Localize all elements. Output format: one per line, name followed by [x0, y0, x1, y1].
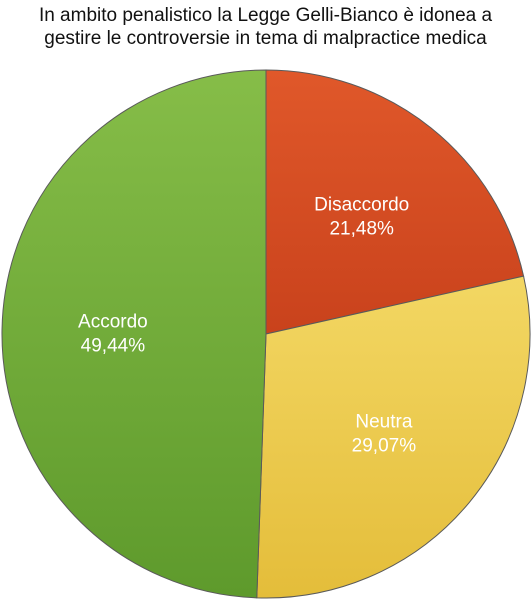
- chart-title: In ambito penalistico la Legge Gelli-Bia…: [0, 4, 531, 50]
- slice-value-neutra: 29,07%: [352, 436, 417, 457]
- slice-value-accordo: 49,44%: [81, 335, 146, 356]
- slice-label-disaccordo: Disaccordo: [314, 194, 409, 215]
- pie-slice-disaccordo: [265, 69, 525, 335]
- chart-title-line-1: In ambito penalistico la Legge Gelli-Bia…: [38, 5, 493, 26]
- slice-label-neutra: Neutra: [355, 412, 412, 433]
- pie-slice-accordo: [1, 69, 267, 599]
- pie-slice-neutra: [256, 275, 531, 599]
- slice-value-disaccordo: 21,48%: [329, 218, 394, 239]
- slice-label-accordo: Accordo: [78, 311, 148, 332]
- chart-title-line-2: gestire le controversie in tema di malpr…: [44, 28, 487, 49]
